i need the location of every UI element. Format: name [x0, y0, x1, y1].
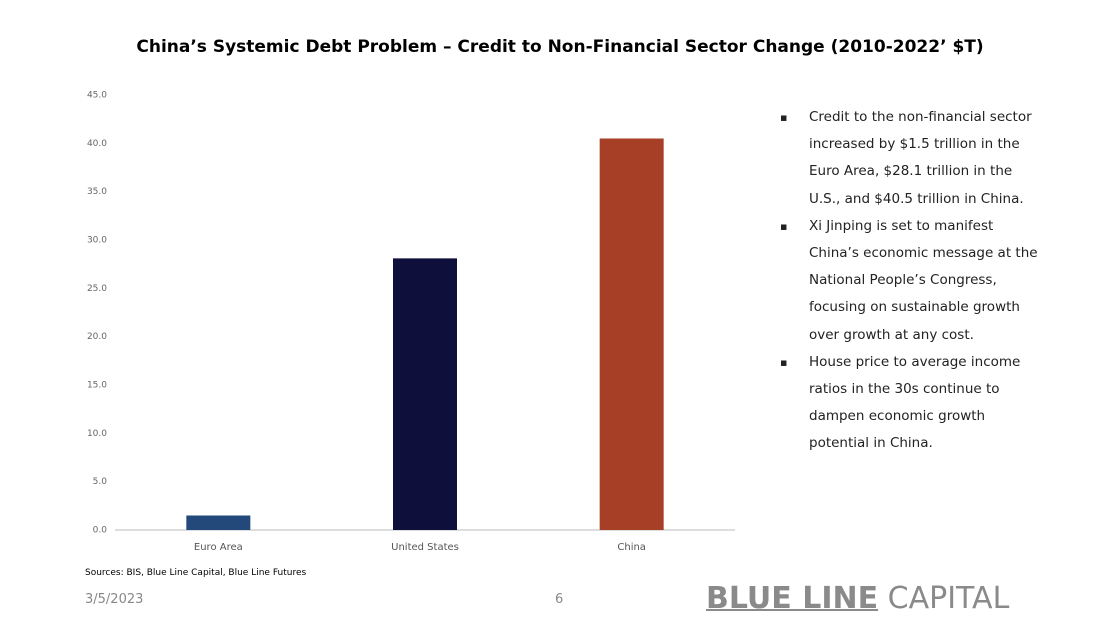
- logo-light: CAPITAL: [887, 581, 1010, 616]
- bullet-list: Credit to the non-financial sector incre…: [780, 104, 1040, 458]
- y-tick-label: 25.0: [87, 284, 107, 294]
- x-tick-label: United States: [391, 542, 459, 553]
- page-number: 6: [555, 592, 564, 607]
- sources: Sources: BIS, Blue Line Capital, Blue Li…: [85, 568, 307, 578]
- bar: [393, 258, 457, 530]
- bar: [599, 138, 664, 530]
- y-tick-label: 45.0: [87, 91, 107, 101]
- bullet: Xi Jinping is set to manifest China’s ec…: [780, 213, 1040, 349]
- y-tick-label: 5.0: [93, 477, 108, 487]
- y-tick-label: 30.0: [87, 236, 107, 246]
- y-tick-label: 15.0: [87, 381, 107, 391]
- bullet: Credit to the non-financial sector incre…: [780, 104, 1040, 213]
- y-tick-label: 35.0: [87, 187, 107, 197]
- y-tick-label: 10.0: [87, 429, 107, 439]
- y-tick-label: 20.0: [87, 332, 107, 342]
- x-tick-label: China: [617, 542, 646, 553]
- y-tick-label: 40.0: [87, 139, 107, 149]
- date: 3/5/2023: [85, 592, 144, 607]
- y-tick-label: 0.0: [93, 526, 108, 536]
- bar: [186, 515, 251, 530]
- logo-bold: BLUE LINE: [706, 581, 879, 616]
- chart-title: China’s Systemic Debt Problem – Credit t…: [136, 37, 983, 57]
- logo: BLUE LINE CAPITAL: [706, 581, 1009, 616]
- bullet: House price to average income ratios in …: [780, 349, 1040, 458]
- x-tick-label: Euro Area: [194, 542, 243, 553]
